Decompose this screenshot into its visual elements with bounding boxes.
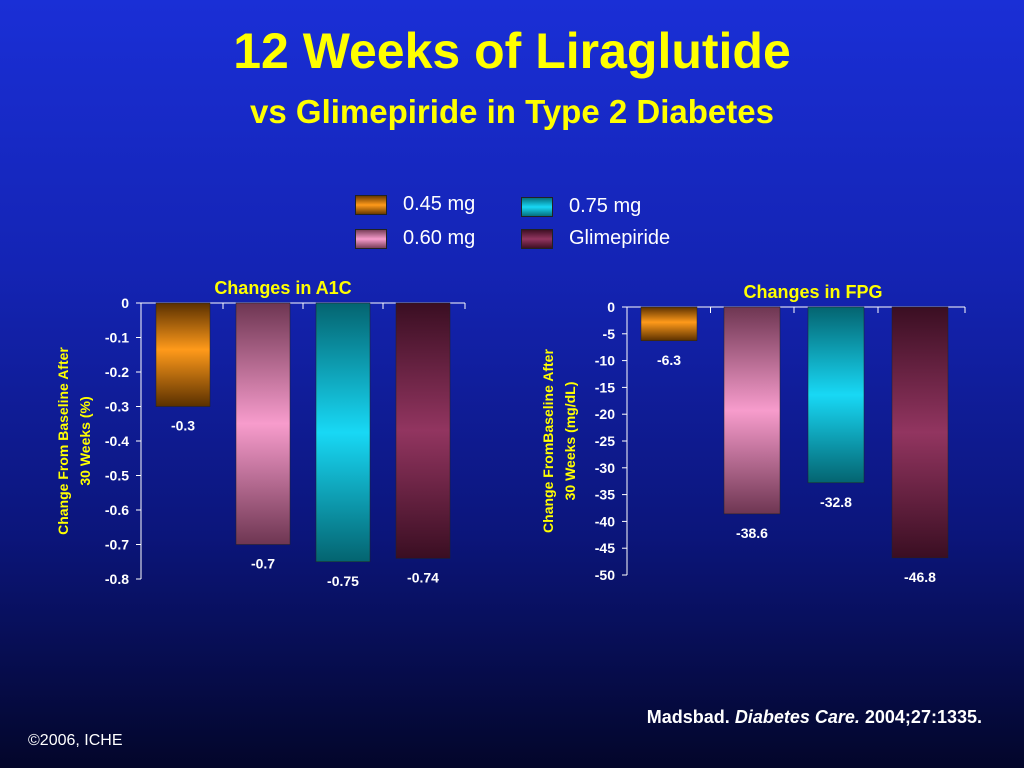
legend-item-060: 0.60 mg <box>355 227 475 250</box>
y-tick-label-fpg: -35 <box>595 487 615 503</box>
bar-value-label-fpg-2: -32.8 <box>820 494 852 510</box>
bar-value-label-fpg-1: -38.6 <box>736 525 768 541</box>
bar-fpg-0 <box>640 306 698 342</box>
citation-ref: 2004;27:1335. <box>864 707 982 727</box>
legend-label-045: 0.45 mg <box>403 193 476 215</box>
y-tick-label-fpg: 0 <box>607 299 615 315</box>
legend-swatch-060 <box>355 228 387 249</box>
slide-title: 12 Weeks of Liraglutide <box>233 23 791 79</box>
bar-fpg-1 <box>723 306 781 515</box>
y-tick-label-fpg: -20 <box>595 406 615 422</box>
y-tick-label-fpg: -45 <box>595 540 615 556</box>
citation-author: Madsbad. <box>646 707 730 727</box>
bar-value-label-a1c-3: -0.74 <box>407 569 439 585</box>
y-tick-label-a1c: -0.8 <box>105 571 129 587</box>
y-tick-label-a1c: -0.1 <box>105 330 129 346</box>
y-tick-label-fpg: -50 <box>595 567 615 583</box>
y-tick-label-a1c: -0.3 <box>105 399 129 415</box>
citation-journal: Diabetes Care. <box>734 707 860 727</box>
legend-item-045: 0.45 mg <box>355 193 475 216</box>
y-tick-label-a1c: -0.6 <box>105 502 129 518</box>
copyright: ©2006, ICHE <box>28 732 123 749</box>
y-tick-label-fpg: -40 <box>595 513 615 529</box>
bar-a1c-1 <box>235 302 291 545</box>
bar-value-label-a1c-2: -0.75 <box>327 573 359 589</box>
y-tick-label-a1c: -0.2 <box>105 364 129 380</box>
y-tick-label-fpg: -10 <box>595 353 615 369</box>
y-tick-label-a1c: -0.5 <box>105 468 129 484</box>
bar-a1c-0 <box>155 302 211 407</box>
citation: Madsbad. Diabetes Care. 2004;27:1335. <box>647 707 982 728</box>
y-tick-label-fpg: -5 <box>603 326 616 342</box>
bar-fpg-2 <box>807 306 865 484</box>
y-axis-label-fpg-line2: 30 Weeks (mg/dL) <box>562 382 578 501</box>
legend-swatch-045 <box>355 194 387 215</box>
y-tick-label-a1c: -0.7 <box>105 537 129 553</box>
legend-item-glimepiride: Glimepiride <box>521 227 670 250</box>
y-axis-label-a1c-line1: Change From Baseline After <box>55 347 71 535</box>
y-tick-label-a1c: 0 <box>121 295 129 311</box>
chart-title-fpg: Changes in FPG <box>743 282 882 302</box>
y-tick-label-a1c: -0.4 <box>105 433 129 449</box>
legend-swatch-glimepiride <box>521 228 553 249</box>
bar-value-label-fpg-3: -46.8 <box>904 569 936 585</box>
bar-a1c-2 <box>315 302 371 562</box>
y-tick-label-fpg: -30 <box>595 460 615 476</box>
legend-label-075: 0.75 mg <box>569 195 642 217</box>
y-tick-label-fpg: -25 <box>595 433 615 449</box>
y-tick-label-fpg: -15 <box>595 379 615 395</box>
legend-label-060: 0.60 mg <box>403 227 476 249</box>
legend-swatch-075 <box>521 196 553 217</box>
bar-a1c-3 <box>395 302 451 559</box>
y-axis-label-a1c-line2: 30 Weeks (%) <box>77 396 93 485</box>
slide-subtitle: vs Glimepiride in Type 2 Diabetes <box>250 93 774 130</box>
bar-value-label-a1c-1: -0.7 <box>251 556 275 572</box>
bar-value-label-fpg-0: -6.3 <box>657 352 681 368</box>
legend-label-glimepiride: Glimepiride <box>569 227 671 249</box>
y-axis-label-fpg-line1: Change FromBaseline After <box>540 349 556 533</box>
bar-fpg-3 <box>891 306 949 559</box>
bar-value-label-a1c-0: -0.3 <box>171 418 195 434</box>
chart-title-a1c: Changes in A1C <box>214 278 351 298</box>
legend-item-075: 0.75 mg <box>521 195 641 218</box>
